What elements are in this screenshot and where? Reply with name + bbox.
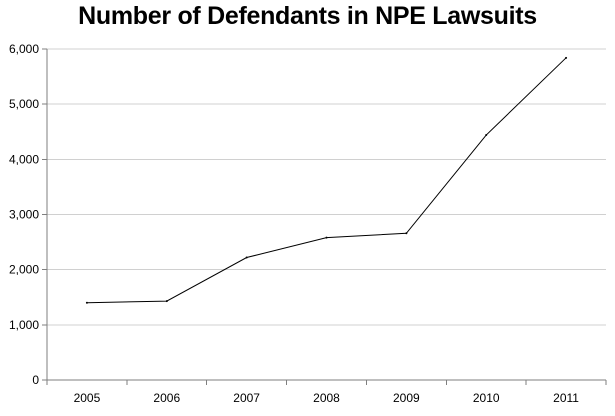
- y-tick-label: 5,000: [9, 97, 39, 111]
- x-tick-label: 2011: [553, 391, 579, 405]
- data-point: [325, 236, 328, 239]
- y-tick-label: 0: [32, 373, 39, 387]
- x-tick-label: 2008: [313, 391, 340, 405]
- data-point: [85, 301, 88, 304]
- y-tick-label: 2,000: [9, 263, 39, 277]
- data-point: [165, 300, 168, 303]
- y-tick-label: 6,000: [9, 42, 39, 56]
- series: [85, 56, 568, 304]
- y-tick-label: 3,000: [9, 208, 39, 222]
- x-tick-label: 2010: [473, 391, 500, 405]
- data-point: [565, 56, 568, 59]
- y-tick-label: 4,000: [9, 152, 39, 166]
- axes: [42, 48, 607, 385]
- gridlines: [47, 48, 606, 326]
- x-tick-label: 2006: [153, 391, 180, 405]
- data-point: [485, 134, 488, 137]
- x-tick-label: 2005: [74, 391, 101, 405]
- x-tick-label: 2007: [233, 391, 260, 405]
- tick-labels: 0 1,000 2,000 3,000 4,000 5,000 6,000 2005 2006 2…: [9, 42, 579, 405]
- series-line: [86, 57, 567, 304]
- data-point: [245, 256, 248, 259]
- y-tick-label: 1,000: [9, 318, 39, 332]
- data-point: [405, 232, 408, 235]
- x-tick-label: 2009: [393, 391, 420, 405]
- chart-title: Number of Defendants in NPE Lawsuits: [78, 2, 537, 30]
